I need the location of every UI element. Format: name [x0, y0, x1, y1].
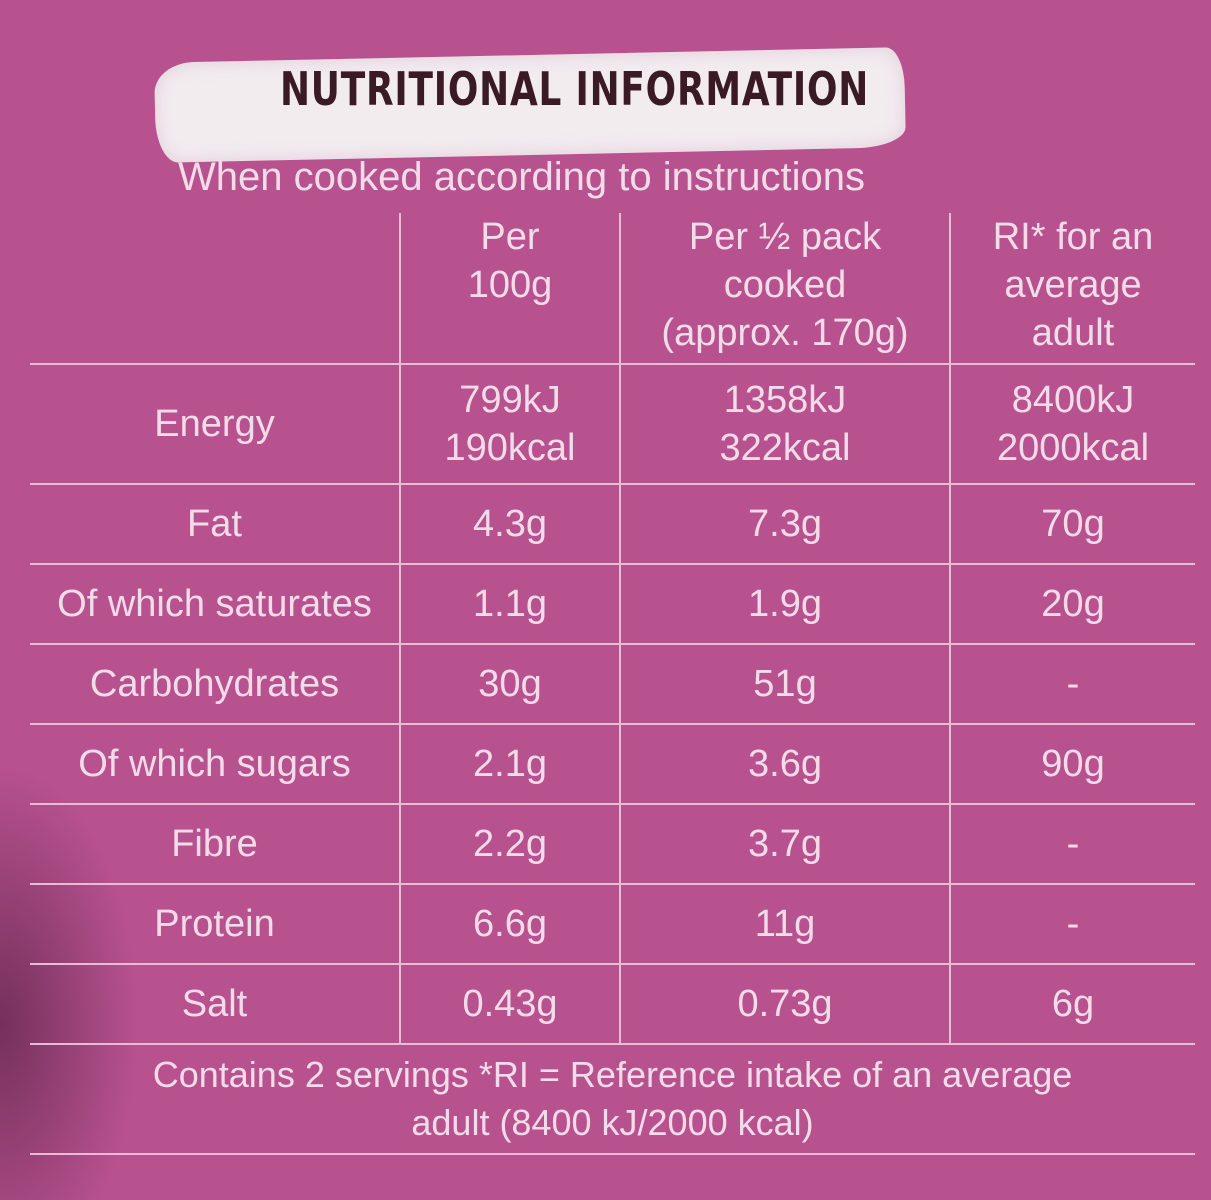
table-row-energy: Energy 799kJ 190kcal 1358kJ 322kcal 8400… [30, 363, 1195, 485]
energy-kcal: 2000kcal [996, 427, 1150, 469]
cell-ri: 90g [949, 723, 1195, 805]
energy-kcal: 322kcal [719, 427, 851, 469]
header-line: RI* for an [992, 216, 1154, 258]
cell-ri: - [949, 643, 1195, 725]
row-label: Of which sugars [30, 723, 401, 805]
cell-per-half-pack: 11g [619, 883, 951, 965]
cell-per-100g: 30g [399, 643, 621, 725]
header-ri: RI* for an average adult [949, 213, 1195, 365]
footer-row: Contains 2 servings *RI = Reference inta… [30, 1043, 1195, 1155]
cell-ri: 20g [949, 563, 1195, 645]
table-row: Of which sugars 2.1g 3.6g 90g [30, 723, 1195, 805]
cell-per-half-pack: 1.9g [619, 563, 951, 645]
page-title: NUTRITIONAL INFORMATION [280, 62, 870, 116]
table-row: Fat 4.3g 7.3g 70g [30, 483, 1195, 565]
row-label: Fibre [30, 803, 401, 885]
cell-per-100g: 0.43g [399, 963, 621, 1045]
table-row: Of which saturates 1.1g 1.9g 20g [30, 563, 1195, 645]
table-row: Protein 6.6g 11g - [30, 883, 1195, 965]
energy-kj: 8400kJ [1011, 379, 1135, 421]
subtitle: When cooked according to instructions [178, 155, 866, 199]
cell-ri: 6g [949, 963, 1195, 1045]
cell-ri: - [949, 803, 1195, 885]
row-label: Carbohydrates [30, 643, 401, 725]
nutrition-table: Per 100g Per ½ pack cooked (approx. 170g… [30, 213, 1195, 1155]
header-corner-cell [30, 213, 401, 365]
header-line: (approx. 170g) [661, 312, 909, 354]
row-label: Fat [30, 483, 401, 565]
table-row: Carbohydrates 30g 51g - [30, 643, 1195, 725]
header-line: Per [480, 216, 540, 258]
footer-line: adult (8400 kJ/2000 kcal) [411, 1102, 814, 1143]
footer-line: Contains 2 servings *RI = Reference inta… [152, 1054, 1073, 1095]
cell-per-half-pack: 51g [619, 643, 951, 725]
cell-per-100g: 6.6g [399, 883, 621, 965]
cell-ri: 8400kJ 2000kcal [949, 363, 1195, 485]
cell-per-100g: 799kJ 190kcal [399, 363, 621, 485]
cell-per-half-pack: 7.3g [619, 483, 951, 565]
table-row: Fibre 2.2g 3.7g - [30, 803, 1195, 885]
cell-ri: 70g [949, 483, 1195, 565]
energy-kj: 1358kJ [723, 379, 847, 421]
row-label: Protein [30, 883, 401, 965]
cell-ri: - [949, 883, 1195, 965]
header-line: cooked [723, 264, 847, 306]
table-row: Salt 0.43g 0.73g 6g [30, 963, 1195, 1045]
header-per-100g: Per 100g [399, 213, 621, 365]
header-per-half-pack: Per ½ pack cooked (approx. 170g) [619, 213, 951, 365]
cell-per-half-pack: 0.73g [619, 963, 951, 1045]
cell-per-100g: 1.1g [399, 563, 621, 645]
header-line: 100g [467, 264, 553, 306]
cell-per-100g: 4.3g [399, 483, 621, 565]
header-line: Per ½ pack [688, 216, 882, 258]
header-line: adult [1031, 312, 1115, 354]
cell-per-100g: 2.2g [399, 803, 621, 885]
row-label: Energy [30, 363, 401, 485]
row-label: Of which saturates [30, 563, 401, 645]
cell-per-half-pack: 3.7g [619, 803, 951, 885]
header-row: Per 100g Per ½ pack cooked (approx. 170g… [30, 213, 1195, 365]
footer-note: Contains 2 servings *RI = Reference inta… [30, 1043, 1195, 1155]
energy-kj: 799kJ [459, 379, 561, 421]
cell-per-half-pack: 1358kJ 322kcal [619, 363, 951, 485]
energy-kcal: 190kcal [444, 427, 576, 469]
row-label: Salt [30, 963, 401, 1045]
header-line: average [1004, 264, 1142, 306]
cell-per-half-pack: 3.6g [619, 723, 951, 805]
cell-per-100g: 2.1g [399, 723, 621, 805]
